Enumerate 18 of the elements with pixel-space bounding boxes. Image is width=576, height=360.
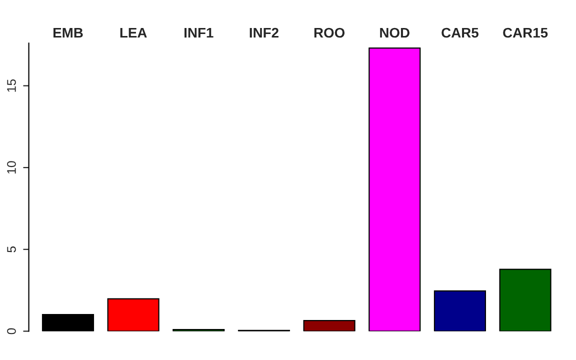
- y-tick-label: 15: [7, 79, 16, 92]
- bar: [368, 48, 421, 332]
- y-tick-label: 0: [7, 328, 16, 334]
- bar: [42, 314, 94, 332]
- x-tick-label: LEA: [120, 28, 147, 38]
- bar: [107, 298, 160, 332]
- x-tick-label: INF1: [184, 28, 214, 38]
- x-tick-label: NOD: [380, 28, 410, 38]
- y-tick-label: 5: [7, 246, 16, 252]
- x-tick-label: ROO: [314, 28, 345, 38]
- bar: [434, 290, 486, 332]
- bar: [303, 320, 356, 332]
- x-tick-label: CAR15: [503, 28, 548, 38]
- x-tick-label: EMB: [53, 28, 83, 38]
- bar: [499, 268, 552, 332]
- y-tick-label: 10: [7, 161, 16, 174]
- x-tick-label: CAR5: [442, 28, 478, 38]
- x-tick-label: INF2: [250, 28, 278, 38]
